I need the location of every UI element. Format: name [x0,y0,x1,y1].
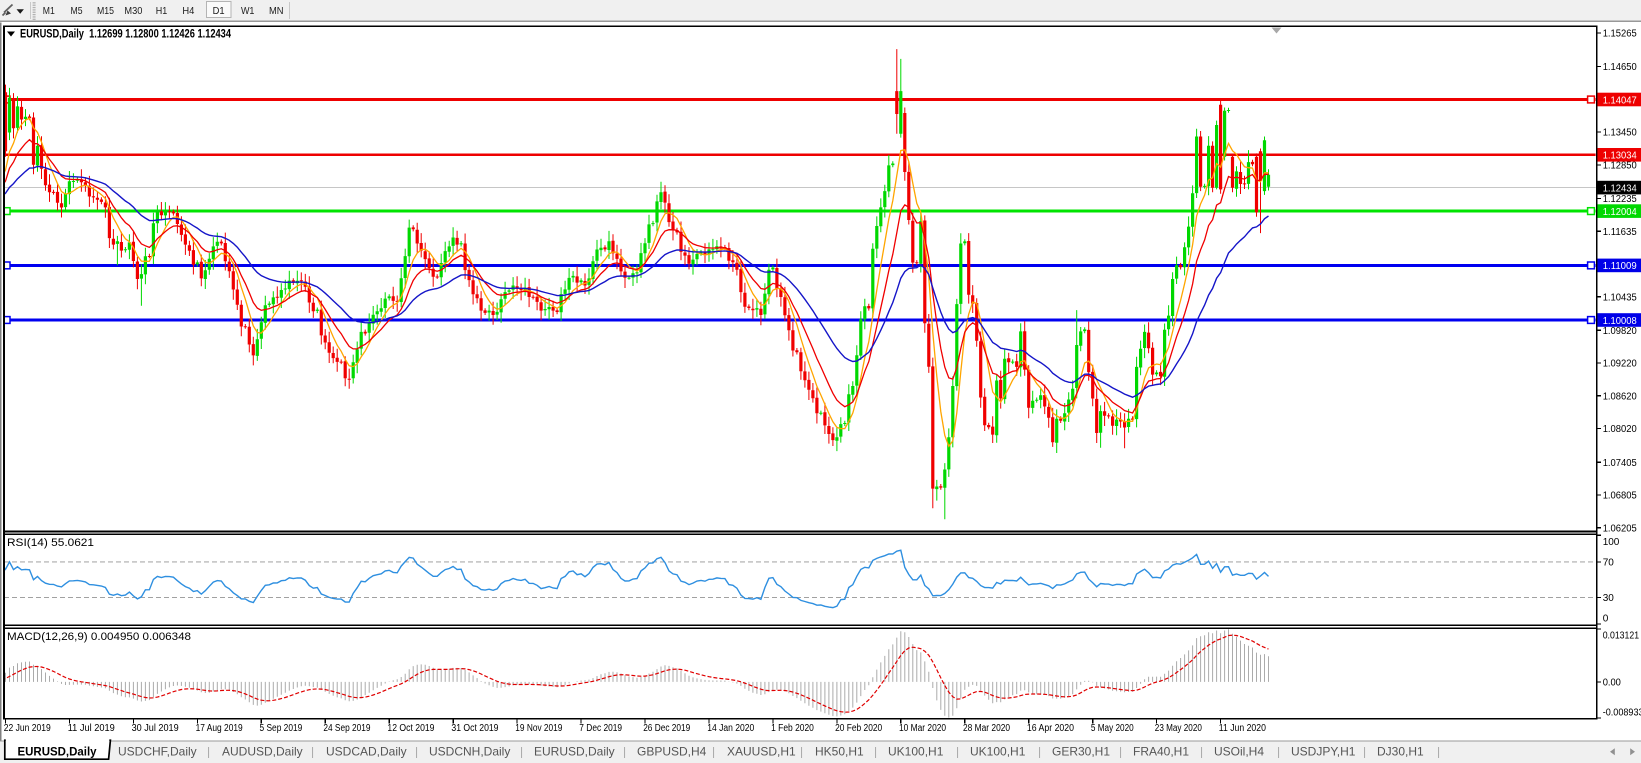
svg-text:|: | [1277,744,1280,758]
svg-text:GBPUSD,H4: GBPUSD,H4 [637,744,707,758]
svg-text:H1: H1 [156,5,168,17]
svg-text:1.12235: 1.12235 [1603,194,1637,205]
svg-text:14 Jan 2020: 14 Jan 2020 [707,723,754,734]
svg-text:70: 70 [1603,558,1615,569]
svg-text:1 Feb 2020: 1 Feb 2020 [771,723,814,734]
svg-text:EURUSD,Daily: EURUSD,Daily [534,744,615,758]
svg-text:1.11009: 1.11009 [1603,261,1637,272]
svg-text:1.08020: 1.08020 [1603,424,1637,435]
svg-text:M15: M15 [97,5,114,17]
svg-text:|: | [800,744,803,758]
svg-text:1.12004: 1.12004 [1603,207,1637,218]
svg-text:1.14047: 1.14047 [1603,95,1637,106]
svg-text:M5: M5 [71,5,83,17]
svg-text:|: | [874,744,877,758]
svg-text:USDCNH,Daily: USDCNH,Daily [429,744,510,758]
svg-text:|: | [1038,744,1041,758]
svg-text:11 Jun 2020: 11 Jun 2020 [1219,723,1266,734]
svg-text:1.06205: 1.06205 [1603,523,1637,534]
svg-text:11 Jul 2019: 11 Jul 2019 [68,723,116,734]
svg-text:22 Jun 2019: 22 Jun 2019 [4,723,51,734]
svg-text:XAUUSD,H1: XAUUSD,H1 [727,744,796,758]
svg-text:EURUSD,Daily: EURUSD,Daily [18,744,97,758]
svg-text:FRA40,H1: FRA40,H1 [1133,744,1189,758]
svg-text:1.15265: 1.15265 [1603,29,1637,40]
svg-text:0: 0 [1603,614,1609,625]
svg-text:|: | [623,744,626,758]
svg-text:MACD(12,26,9) 0.004950 0.00634: MACD(12,26,9) 0.004950 0.006348 [7,631,191,643]
svg-text:|: | [311,744,314,758]
svg-text:1.08620: 1.08620 [1603,391,1637,402]
svg-text:5 Sep 2019: 5 Sep 2019 [260,723,303,734]
svg-text:5 May 2020: 5 May 2020 [1091,723,1134,734]
svg-text:DJ30,H1: DJ30,H1 [1377,744,1424,758]
svg-text:RSI(14) 55.0621: RSI(14) 55.0621 [7,537,94,549]
svg-text:10 Mar 2020: 10 Mar 2020 [899,723,946,734]
svg-text:1.11635: 1.11635 [1603,227,1637,238]
svg-text:20 Feb 2020: 20 Feb 2020 [835,723,882,734]
svg-text:24 Sep 2019: 24 Sep 2019 [323,723,370,734]
svg-text:|: | [712,744,715,758]
svg-text:28 Mar 2020: 28 Mar 2020 [963,723,1010,734]
svg-text:|: | [520,744,523,758]
svg-text:|: | [1119,744,1122,758]
svg-text:USDCHF,Daily: USDCHF,Daily [118,744,197,758]
svg-text:1.10435: 1.10435 [1603,292,1637,303]
svg-text:1.13450: 1.13450 [1603,128,1637,139]
svg-text:1.09820: 1.09820 [1603,326,1637,337]
svg-text:26 Dec 2019: 26 Dec 2019 [643,723,690,734]
svg-text:1.09220: 1.09220 [1603,359,1637,370]
svg-text:1.12850: 1.12850 [1603,161,1637,172]
svg-text:UK100,H1: UK100,H1 [888,744,944,758]
svg-text:USDJPY,H1: USDJPY,H1 [1291,744,1356,758]
svg-text:GER30,H1: GER30,H1 [1052,744,1110,758]
svg-text:19 Nov 2019: 19 Nov 2019 [515,723,562,734]
svg-text:100: 100 [1603,537,1620,548]
svg-text:W1: W1 [241,5,255,17]
svg-text:|: | [1437,744,1440,758]
svg-text:1.12434: 1.12434 [1603,183,1637,194]
svg-text:16 Apr 2020: 16 Apr 2020 [1027,723,1074,734]
svg-text:12 Oct 2019: 12 Oct 2019 [387,723,434,734]
svg-text:AUDUSD,Daily: AUDUSD,Daily [222,744,303,758]
svg-text:1.07405: 1.07405 [1603,458,1637,469]
svg-text:|: | [1363,744,1366,758]
svg-text:M1: M1 [43,5,55,17]
svg-text:1.06805: 1.06805 [1603,491,1637,502]
svg-text:HK50,H1: HK50,H1 [815,744,864,758]
svg-text:1.13034: 1.13034 [1603,151,1637,162]
svg-text:|: | [207,744,210,758]
svg-text:USOil,H4: USOil,H4 [1214,744,1264,758]
svg-text:17 Aug 2019: 17 Aug 2019 [196,723,243,734]
svg-text:23 May 2020: 23 May 2020 [1155,723,1202,734]
svg-text:USDCAD,Daily: USDCAD,Daily [326,744,407,758]
svg-text:H4: H4 [182,5,194,17]
svg-text:1.10008: 1.10008 [1603,316,1637,327]
svg-text:1.14650: 1.14650 [1603,62,1637,73]
svg-text:|: | [956,744,959,758]
svg-text:30 Jul 2019: 30 Jul 2019 [132,723,179,734]
svg-text:MN: MN [269,5,284,17]
svg-text:0.00: 0.00 [1603,678,1622,689]
svg-text:|: | [1200,744,1203,758]
svg-text:D1: D1 [213,5,225,17]
svg-text:31 Oct 2019: 31 Oct 2019 [451,723,498,734]
svg-text:7 Dec 2019: 7 Dec 2019 [579,723,622,734]
svg-text:UK100,H1: UK100,H1 [970,744,1026,758]
svg-text:|: | [415,744,418,758]
svg-text:-0.008933: -0.008933 [1603,708,1641,719]
svg-text:M30: M30 [124,5,142,17]
svg-text:EURUSD,Daily 1.12699 1.12800: EURUSD,Daily 1.12699 1.12800 1.12426 1.1… [20,29,231,41]
svg-text:0.013121: 0.013121 [1603,631,1640,642]
svg-text:30: 30 [1603,593,1615,604]
